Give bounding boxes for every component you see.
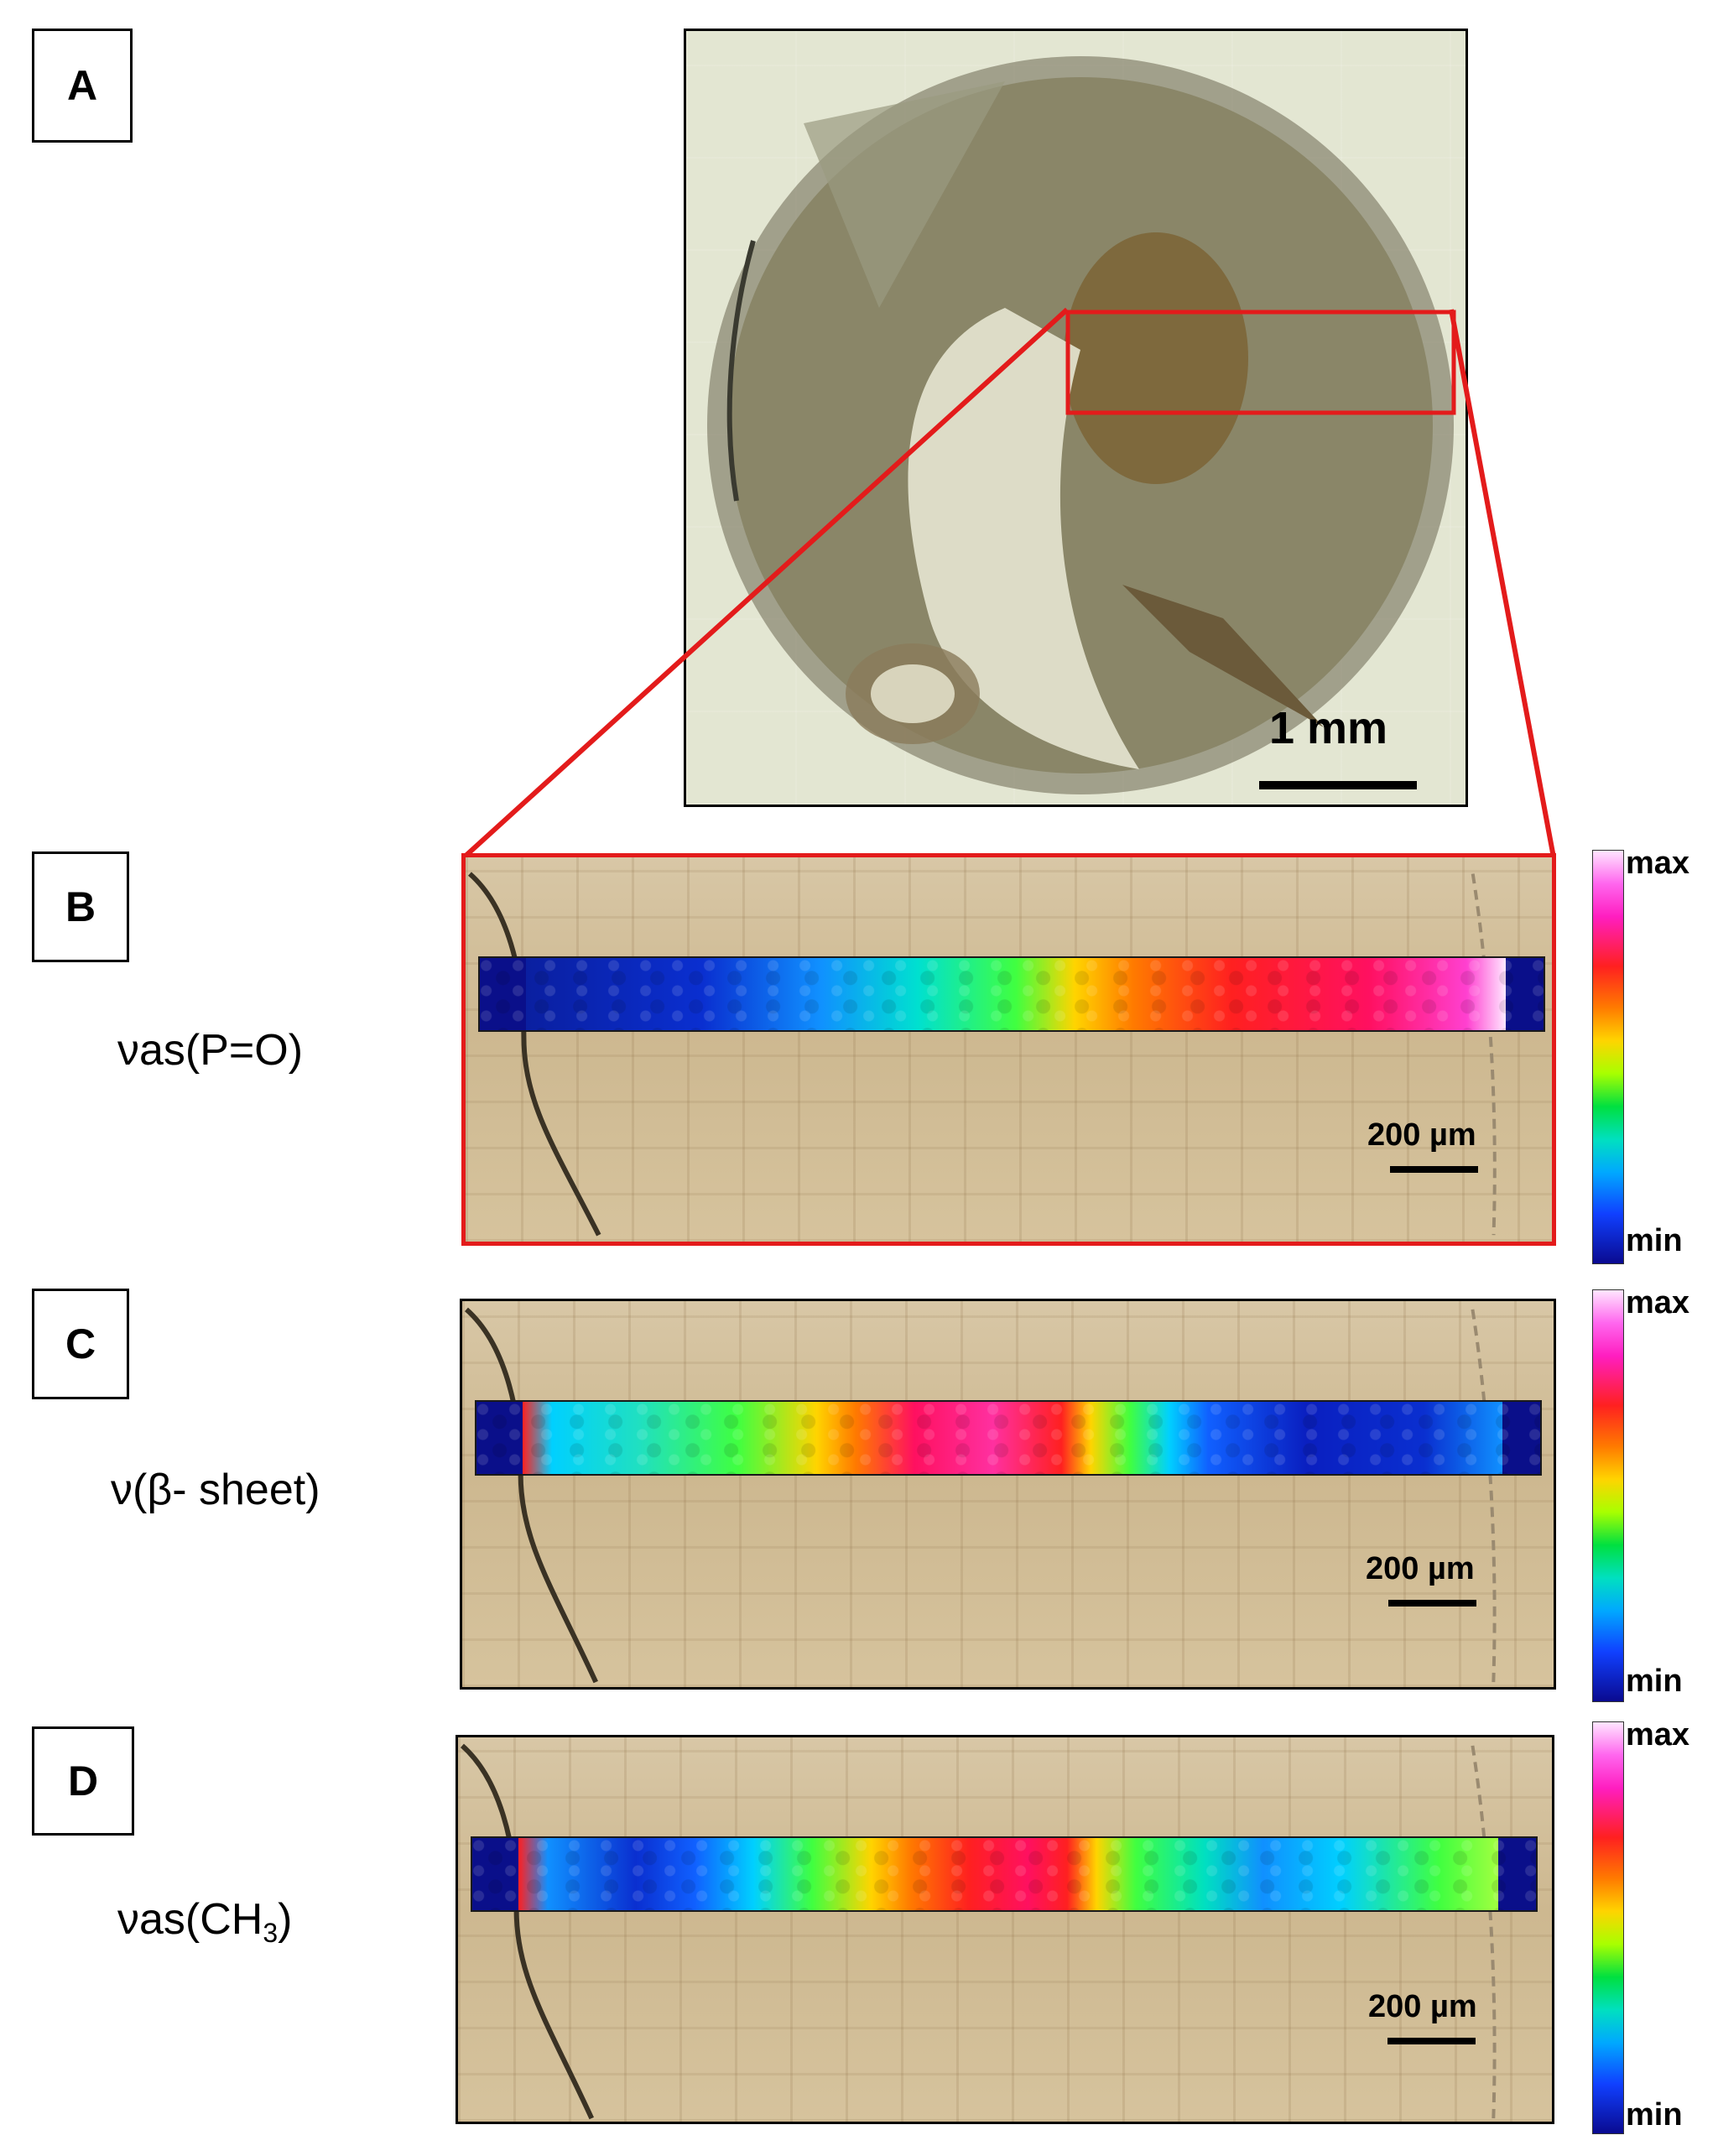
tissue-crack bbox=[464, 1307, 1497, 1684]
panel-a-micrograph: 1 mm bbox=[684, 29, 1468, 807]
panel-d-colorbar bbox=[1592, 1721, 1624, 2134]
panel-c-tissue-map: 200 µm bbox=[460, 1299, 1556, 1690]
panel-d-scalebar bbox=[1387, 2038, 1476, 2044]
panel-b-colorbar-max: max bbox=[1626, 846, 1690, 881]
panel-d-mode-label: νas(CH3) bbox=[117, 1894, 292, 1949]
tissue-crack bbox=[467, 872, 1497, 1237]
panel-b-scalebar bbox=[1390, 1166, 1478, 1173]
panel-b-ir-map bbox=[478, 956, 1545, 1032]
panel-c-scalebar bbox=[1388, 1600, 1476, 1607]
panel-d-letter: D bbox=[32, 1726, 134, 1836]
panel-c-ir-map bbox=[475, 1400, 1542, 1476]
panel-c-colorbar-max: max bbox=[1626, 1285, 1690, 1320]
panel-d-scalebar-label: 200 µm bbox=[1368, 1989, 1477, 2024]
panel-a-scalebar-label: 1 mm bbox=[1269, 703, 1388, 753]
tissue-crack bbox=[460, 1743, 1497, 2120]
panel-d-colorbar-min: min bbox=[1626, 2097, 1683, 2133]
mode-label-main: νas(CH bbox=[117, 1895, 263, 1944]
panel-b-scalebar-label: 200 µm bbox=[1367, 1117, 1476, 1153]
panel-d-colorbar-max: max bbox=[1626, 1717, 1690, 1752]
panel-c-colorbar-min: min bbox=[1626, 1664, 1683, 1699]
panel-c-colorbar bbox=[1592, 1289, 1624, 1702]
mode-label-close: ) bbox=[278, 1895, 293, 1944]
panel-a-scalebar bbox=[1259, 781, 1417, 789]
panel-b-colorbar-min: min bbox=[1626, 1223, 1683, 1258]
panel-c-letter: C bbox=[32, 1289, 129, 1399]
panel-d-tissue-map: 200 µm bbox=[456, 1735, 1554, 2124]
tissue-section-image bbox=[707, 56, 1456, 794]
panel-a-letter: A bbox=[32, 29, 133, 143]
panel-b-tissue-map: 200 µm bbox=[461, 853, 1556, 1246]
panel-b-mode-label: νas(P=O) bbox=[117, 1026, 304, 1075]
mode-label-subscript: 3 bbox=[263, 1918, 279, 1948]
panel-b-letter: B bbox=[32, 851, 129, 962]
panel-b-colorbar bbox=[1592, 850, 1624, 1264]
panel-c-scalebar-label: 200 µm bbox=[1366, 1551, 1475, 1586]
panel-c-mode-label: ν(β- sheet) bbox=[111, 1466, 320, 1514]
panel-d-ir-map bbox=[471, 1836, 1538, 1912]
